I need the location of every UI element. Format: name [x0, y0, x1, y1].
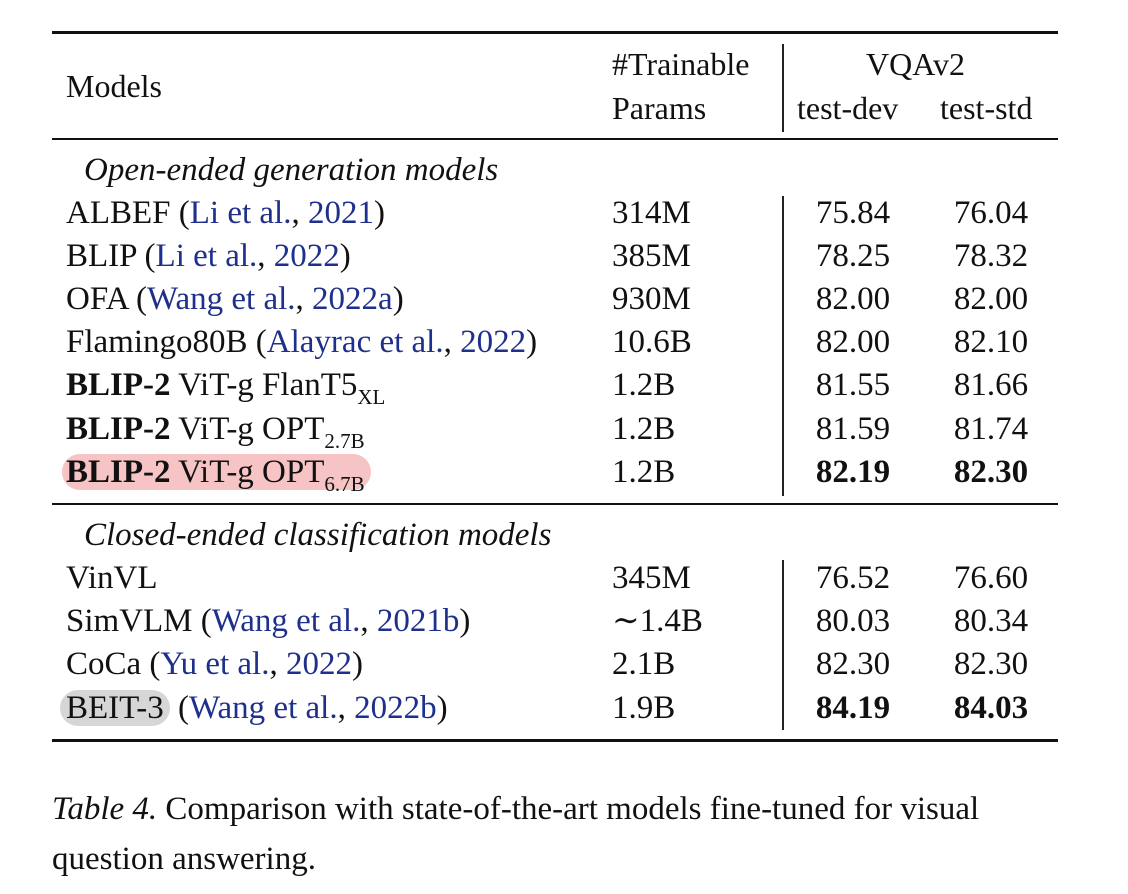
model-name: BLIP — [66, 238, 137, 274]
model-size-subscript: 6.7B — [324, 472, 365, 496]
model-name-bold: BLIP-2 — [66, 411, 171, 447]
params-cell: 314M — [612, 195, 691, 231]
highlight-pill: BLIP-2 ViT-g OPT6.7B — [62, 454, 371, 495]
params-cell: 930M — [612, 281, 691, 317]
params-cell: 1.2B — [612, 454, 676, 490]
citation-link[interactable]: Wang et al. — [189, 690, 338, 726]
test-dev-best: 82.19 — [815, 454, 891, 490]
model-name: OFA — [66, 281, 128, 317]
test-std-cell: 81.74 — [953, 411, 1029, 447]
header-models: Models — [66, 68, 162, 104]
test-dev-cell: 76.52 — [815, 560, 891, 596]
header-vqav2: VQAv2 — [866, 46, 965, 82]
citation-link[interactable]: Wang et al. — [211, 603, 361, 639]
header-test-dev: test-dev — [797, 90, 899, 126]
test-std-cell: 76.60 — [953, 560, 1029, 596]
table-bottom-rule — [52, 739, 1058, 742]
model-size-subscript: XL — [357, 385, 386, 409]
test-dev-cell: 75.84 — [815, 195, 891, 231]
model-name: SimVLM — [66, 603, 193, 639]
params-cell: 10.6B — [612, 324, 692, 360]
test-std-best: 84.03 — [953, 690, 1029, 726]
header-params-line2: Params — [612, 90, 707, 126]
test-std-best: 82.30 — [953, 454, 1029, 490]
citation-link[interactable]: Li et al. — [155, 238, 258, 274]
citation-link[interactable]: Alayrac et al. — [266, 324, 444, 360]
model-name-flamingo: Flamingo80B (Alayrac et al., 2022) — [66, 324, 538, 360]
model-name-bold: BLIP-2 — [66, 367, 171, 403]
citation-year-link[interactable]: 2022b — [354, 690, 437, 726]
column-separator — [782, 560, 784, 730]
params-cell: 1.2B — [612, 367, 676, 403]
test-std-cell: 76.04 — [953, 195, 1029, 231]
test-std-cell: 80.34 — [953, 603, 1029, 639]
test-dev-cell: 81.59 — [815, 411, 891, 447]
model-name-beit3: BEIT-3 (Wang et al., 2022b) — [60, 688, 448, 728]
model-name-blip2-opt27b: BLIP-2 ViT-g OPT2.7B — [66, 411, 365, 453]
citation-year-link[interactable]: 2021 — [307, 195, 374, 231]
citation-year-link[interactable]: 2022 — [460, 324, 527, 360]
citation-year-link[interactable]: 2022 — [273, 238, 340, 274]
model-name-blip2-flant5xl: BLIP-2 ViT-g FlanT5XL — [66, 367, 386, 409]
test-dev-cell: 82.30 — [815, 646, 891, 682]
model-name-coca: CoCa (Yu et al., 2022) — [66, 646, 363, 682]
params-cell: 1.9B — [612, 690, 676, 726]
group-title-open-ended: Open-ended generation models — [84, 152, 499, 188]
test-std-cell: 81.66 — [953, 367, 1029, 403]
column-separator — [782, 44, 784, 132]
test-dev-cell: 81.55 — [815, 367, 891, 403]
citation-year-link[interactable]: 2022a — [312, 281, 393, 317]
test-dev-cell: 80.03 — [815, 603, 891, 639]
test-dev-cell: 82.00 — [815, 281, 891, 317]
model-name: CoCa — [66, 646, 142, 682]
column-separator — [782, 196, 784, 496]
header-test-std: test-std — [940, 90, 1033, 126]
citation-link[interactable]: Wang et al. — [147, 281, 296, 317]
model-name: ALBEF — [66, 195, 171, 231]
citation-year-link[interactable]: 2022 — [285, 646, 352, 682]
model-name: BEIT-3 — [66, 690, 164, 726]
citation-link[interactable]: Li et al. — [189, 195, 292, 231]
test-dev-cell: 82.00 — [815, 324, 891, 360]
header-params-line1: #Trainable — [612, 46, 750, 82]
model-name-blip: BLIP (Li et al., 2022) — [66, 238, 351, 274]
model-name-albef: ALBEF (Li et al., 2021) — [66, 195, 385, 231]
params-cell: 2.1B — [612, 646, 676, 682]
model-name: Flamingo80B — [66, 324, 248, 360]
test-dev-cell: 78.25 — [815, 238, 891, 274]
table-top-rule — [52, 31, 1058, 34]
caption-label: Table 4. — [52, 791, 158, 827]
params-cell: 345M — [612, 560, 691, 596]
test-std-cell: 78.32 — [953, 238, 1029, 274]
model-size-subscript: 2.7B — [324, 429, 365, 453]
highlight-pill: BEIT-3 — [60, 690, 170, 726]
params-cell: 1.2B — [612, 411, 676, 447]
test-dev-best: 84.19 — [815, 690, 891, 726]
model-name-simvlm: SimVLM (Wang et al., 2021b) — [66, 603, 471, 639]
citation-link[interactable]: Yu et al. — [160, 646, 270, 682]
test-std-cell: 82.10 — [953, 324, 1029, 360]
table-group-rule — [52, 503, 1058, 505]
params-cell: 385M — [612, 238, 691, 274]
model-name-vinvl: VinVL — [66, 560, 158, 596]
params-cell: ∼1.4B — [612, 603, 703, 639]
citation-year-link[interactable]: 2021b — [376, 603, 460, 639]
model-name-bold: BLIP-2 — [66, 454, 171, 490]
table-caption: Table 4. Comparison with state-of-the-ar… — [52, 784, 1062, 884]
test-std-cell: 82.30 — [953, 646, 1029, 682]
test-std-cell: 82.00 — [953, 281, 1029, 317]
group-title-closed-ended: Closed-ended classification models — [84, 517, 552, 553]
model-name-blip2-opt67b: BLIP-2 ViT-g OPT6.7B — [62, 452, 371, 495]
caption-text: Comparison with state-of-the-art models … — [52, 791, 980, 877]
table-header-rule — [52, 138, 1058, 140]
model-name-ofa: OFA (Wang et al., 2022a) — [66, 281, 404, 317]
